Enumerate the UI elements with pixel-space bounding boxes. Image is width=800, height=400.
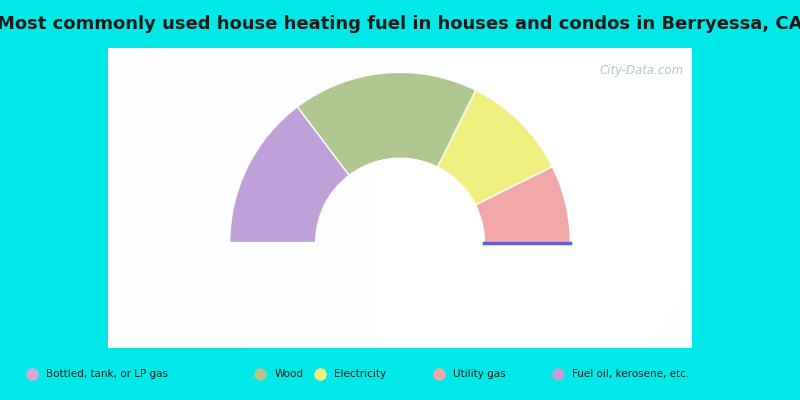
Text: Most commonly used house heating fuel in houses and condos in Berryessa, CA: Most commonly used house heating fuel in… <box>0 15 800 33</box>
Text: Bottled, tank, or LP gas: Bottled, tank, or LP gas <box>46 369 169 379</box>
Wedge shape <box>475 167 570 242</box>
Wedge shape <box>298 72 476 175</box>
Text: Fuel oil, kerosene, etc.: Fuel oil, kerosene, etc. <box>572 369 690 379</box>
Text: Wood: Wood <box>274 369 303 379</box>
Text: Electricity: Electricity <box>334 369 386 379</box>
Wedge shape <box>230 107 349 242</box>
Wedge shape <box>438 90 553 205</box>
Text: City-Data.com: City-Data.com <box>600 64 684 77</box>
Text: Utility gas: Utility gas <box>453 369 506 379</box>
